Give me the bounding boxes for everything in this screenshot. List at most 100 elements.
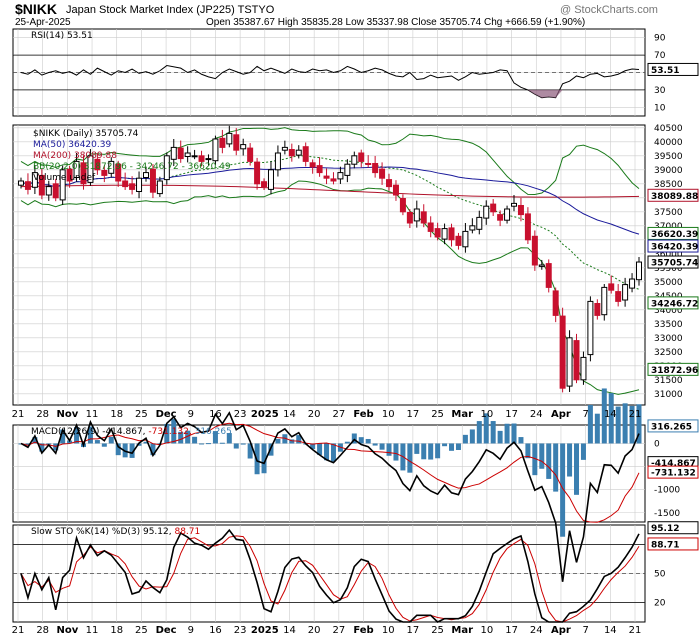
- price-value-tag: 35705.74: [651, 259, 698, 269]
- candle-body: [59, 169, 66, 201]
- price-legend-4: Volume undef: [33, 173, 96, 183]
- candle-body: [302, 146, 309, 162]
- candle-body: [142, 172, 149, 179]
- price-y-tick: 37000: [654, 222, 683, 232]
- macd-histogram-bar: [351, 433, 357, 444]
- macd-value-tag: -414.867: [651, 459, 696, 469]
- date: 25-Apr-2025: [15, 17, 71, 28]
- x-tick-label: Apr: [551, 409, 571, 420]
- macd-histogram-bar: [386, 443, 392, 456]
- macd-histogram-bar: [414, 443, 420, 454]
- rsi-oversold-fill: [527, 89, 563, 98]
- x-tick-label: 25: [431, 409, 444, 420]
- macd-label-prefix: MACD(12,26,9) -414.867,: [31, 427, 146, 437]
- macd-histogram-bar: [94, 440, 100, 444]
- candle-body: [406, 212, 413, 224]
- macd-histogram-bar: [379, 443, 385, 450]
- macd-histogram-bar: [60, 429, 66, 444]
- candle-body: [254, 161, 261, 185]
- macd-histogram-bar: [150, 443, 156, 456]
- price-y-tick: 40000: [654, 138, 683, 148]
- candle-body: [524, 213, 531, 241]
- macd-histogram-bar: [483, 413, 489, 444]
- x-tick-label: Feb: [353, 409, 373, 420]
- macd-histogram-bar: [553, 443, 559, 492]
- ohlc-summary: Open 35387.67 High 35835.28 Low 35337.98…: [206, 17, 586, 28]
- x-tick-label: Feb: [353, 625, 373, 636]
- candle-body: [31, 172, 38, 188]
- x-tick-label: 9: [188, 625, 194, 636]
- macd-histogram-bar: [53, 443, 59, 451]
- macd-value-tag: 316.265: [651, 422, 692, 432]
- x-tick-label: 11: [86, 409, 99, 420]
- macd-histogram-bar: [442, 443, 448, 447]
- candle-body: [413, 208, 420, 222]
- candle-body: [517, 205, 524, 216]
- candle-body: [580, 356, 587, 381]
- macd-histogram-bar: [587, 404, 593, 444]
- sto-value-tag-box: [647, 537, 699, 551]
- candle-body: [80, 162, 87, 185]
- macd-histogram-bar: [435, 443, 441, 459]
- x-tick-label: 20: [308, 409, 321, 420]
- macd-histogram-bar: [171, 418, 177, 444]
- x-tick-label: 18: [110, 409, 123, 420]
- candle-body: [511, 202, 518, 207]
- candle-body: [149, 168, 156, 193]
- candle-body: [323, 175, 330, 179]
- x-tick-label: 10: [481, 625, 494, 636]
- x-tick-label: 2025: [251, 625, 279, 636]
- candle-body: [226, 132, 233, 145]
- x-tick-label: 23: [234, 625, 247, 636]
- macd-histogram-bar: [615, 406, 621, 444]
- candle-body: [274, 152, 281, 171]
- candle-body: [219, 137, 226, 148]
- candle-body: [177, 147, 184, 160]
- x-tick-label: 2025: [251, 409, 279, 420]
- candle-body: [330, 178, 337, 182]
- macd-histogram-bar: [358, 437, 364, 444]
- x-tick-label: 21: [629, 625, 642, 636]
- candle-body: [45, 186, 52, 196]
- candle-body: [344, 163, 351, 176]
- price-y-tick: 32500: [654, 348, 683, 358]
- x-tick-label: 17: [505, 625, 518, 636]
- macd-label: MACD(12,26,9) -414.867, -731.132, 316.26…: [31, 427, 232, 437]
- macd-histogram-bar: [324, 443, 330, 461]
- candle-body: [448, 227, 455, 241]
- x-tick-label: Apr: [551, 625, 571, 636]
- macd-histogram-bar: [32, 437, 38, 444]
- candle-body: [399, 198, 406, 213]
- candle-body: [18, 180, 24, 186]
- candle-body: [337, 172, 344, 180]
- price-y-tick: 39500: [654, 152, 683, 162]
- candle-body: [483, 205, 490, 219]
- macd-histogram-bar: [185, 430, 191, 444]
- candle-body: [261, 181, 268, 188]
- sto-value-tag: 95.12: [651, 524, 679, 534]
- x-tick-label: 17: [407, 409, 420, 420]
- candle-body: [316, 165, 323, 174]
- macd-histogram-bar: [25, 443, 31, 446]
- candle-body: [191, 155, 198, 158]
- price-value-tag: 34246.72: [651, 299, 698, 309]
- price-y-tick: 34000: [654, 306, 683, 316]
- macd-histogram-bar: [539, 443, 545, 469]
- sto-d-line: [20, 535, 640, 623]
- x-tick-label: 21: [629, 409, 642, 420]
- ma50-line: [20, 166, 640, 235]
- price-y-tick: 33000: [654, 334, 683, 344]
- macd-histogram-bar: [261, 443, 267, 474]
- macd-histogram-bar: [247, 443, 253, 459]
- candle-body: [198, 155, 205, 162]
- candle-body: [531, 235, 538, 266]
- price-value-tag-box: [647, 255, 699, 269]
- macd-histogram-bar: [39, 443, 45, 452]
- chart-marks: [18, 65, 642, 623]
- candle-body: [156, 180, 163, 195]
- x-tick-label: Nov: [56, 409, 78, 420]
- candle-body: [490, 203, 497, 213]
- macd-y-tick: -1500: [654, 509, 680, 519]
- candle-body: [212, 138, 219, 162]
- price-value-tag: 36420.39: [651, 243, 698, 253]
